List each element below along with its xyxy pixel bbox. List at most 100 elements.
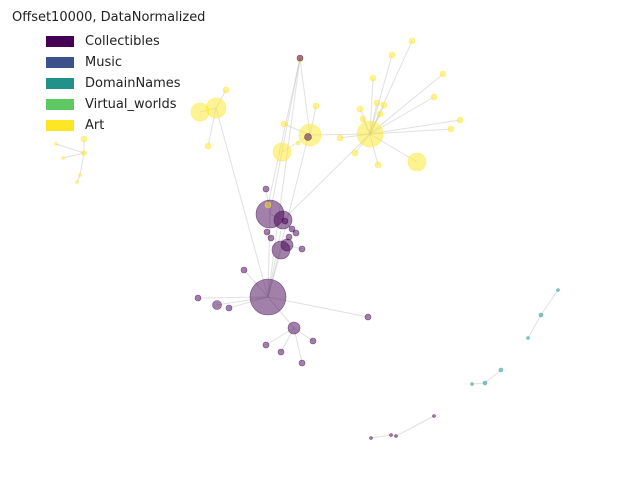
network-node-art [336, 134, 344, 142]
network-edge [282, 133, 371, 221]
network-node-art [75, 180, 79, 184]
network-node-collectibles [292, 229, 300, 237]
network-edge [369, 40, 413, 135]
network-node-art [356, 120, 384, 148]
network-edge [269, 57, 301, 215]
network-edge [369, 119, 461, 135]
network-node-domainnames [526, 336, 530, 340]
network-node-art [456, 116, 464, 124]
legend-label-music: Music [85, 55, 122, 70]
network-node-collectibles [296, 54, 304, 62]
network-node-collectibles [249, 278, 287, 316]
network-node-domainnames [498, 367, 504, 373]
network-node-collectibles [280, 238, 294, 252]
legend-swatch-collectibles [46, 36, 74, 47]
network-node-art [408, 37, 416, 45]
network-node-collectibles [262, 185, 270, 193]
network-node-art [407, 152, 427, 172]
network-node-art [295, 140, 301, 146]
network-node-art [280, 120, 288, 128]
network-edge [370, 434, 392, 439]
legend-label-domainnames: DomainNames [85, 76, 181, 91]
network-edge [369, 128, 452, 135]
legend-swatch-art [46, 120, 74, 131]
legend-swatch-virtual-worlds [46, 99, 74, 110]
network-node-domainnames [538, 312, 544, 318]
network-node-collectibles [298, 245, 306, 253]
network-node-collectibles [369, 436, 373, 440]
network-node-art [222, 86, 230, 94]
legend-item-music: Music [46, 52, 181, 73]
network-node-collectibles [277, 348, 285, 356]
network-node-collectibles [364, 313, 372, 321]
legend-swatch-music [46, 57, 74, 68]
legend-item-domainnames: DomainNames [46, 73, 181, 94]
network-node-collectibles [304, 133, 312, 141]
network-edge [55, 143, 85, 154]
network-node-art [373, 99, 381, 107]
network-node-art [190, 102, 210, 122]
network-node-art [430, 93, 438, 101]
network-node-domainnames [482, 380, 488, 386]
network-edge [395, 415, 435, 437]
network-node-collectibles [194, 294, 202, 302]
legend-label-collectibles: Collectibles [85, 34, 160, 49]
network-node-art [204, 142, 212, 150]
network-node-collectibles [288, 225, 296, 233]
network-node-collectibles [389, 433, 393, 437]
network-node-art [369, 74, 377, 82]
network-node-art [376, 110, 384, 118]
network-node-collectibles [287, 321, 301, 335]
network-node-art [439, 70, 447, 78]
network-node-collectibles [225, 304, 233, 312]
legend-title: Offset10000, DataNormalized [12, 10, 206, 25]
network-node-art [374, 161, 382, 169]
network-node-collectibles [240, 266, 248, 274]
legend-label-virtual-worlds: Virtual_worlds [85, 97, 177, 112]
legend-item-art: Art [46, 115, 181, 136]
network-node-art [356, 105, 364, 113]
network-edge [215, 107, 269, 298]
network-node-art [78, 173, 82, 177]
network-edge [267, 57, 301, 206]
network-node-collectibles [212, 300, 222, 310]
network-node-art [272, 142, 292, 162]
network-node-domainnames [556, 288, 560, 292]
network-edge [369, 73, 444, 135]
network-node-collectibles [432, 414, 436, 418]
network-node-domainnames [470, 382, 474, 386]
network-node-art [205, 97, 227, 119]
legend-item-collectibles: Collectibles [46, 31, 181, 52]
legend-label-art: Art [85, 118, 105, 133]
network-node-art [54, 142, 58, 146]
nodes [54, 37, 560, 440]
legend-swatch-domainnames [46, 78, 74, 89]
network-edge [484, 369, 502, 384]
network-edge [79, 152, 85, 176]
network-node-collectibles [263, 228, 271, 236]
network-edge [369, 54, 393, 135]
network-edge [62, 152, 85, 159]
network-node-collectibles [267, 234, 275, 242]
network-node-art [312, 102, 320, 110]
network-node-collectibles [298, 359, 306, 367]
network-node-collectibles [394, 434, 398, 438]
network-node-art [351, 149, 359, 157]
network-node-collectibles [309, 337, 317, 345]
legend-item-virtual-worlds: Virtual_worlds [46, 94, 181, 115]
network-edge [540, 289, 559, 316]
network-node-collectibles [281, 217, 289, 225]
network-node-art [447, 125, 455, 133]
network-node-art [264, 201, 272, 209]
legend: Collectibles Music DomainNames Virtual_w… [46, 31, 181, 136]
network-edge [527, 314, 542, 339]
network-node-collectibles [262, 341, 270, 349]
network-node-art [388, 51, 396, 59]
network-node-collectibles [285, 233, 293, 241]
network-edge [267, 57, 301, 298]
network-node-art [80, 135, 88, 143]
network-node-art [380, 101, 388, 109]
network-edge [299, 58, 311, 136]
